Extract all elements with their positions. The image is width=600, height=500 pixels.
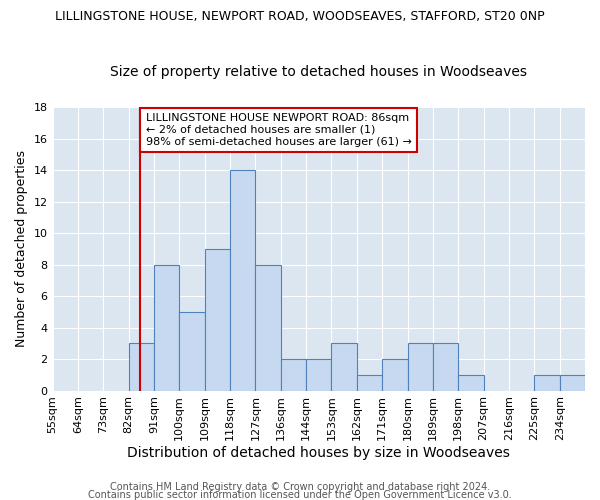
Bar xyxy=(154,264,179,390)
Bar xyxy=(357,375,382,390)
Bar xyxy=(534,375,560,390)
Text: Contains HM Land Registry data © Crown copyright and database right 2024.: Contains HM Land Registry data © Crown c… xyxy=(110,482,490,492)
Bar xyxy=(281,359,306,390)
X-axis label: Distribution of detached houses by size in Woodseaves: Distribution of detached houses by size … xyxy=(127,446,510,460)
Bar xyxy=(407,344,433,390)
Bar xyxy=(306,359,331,390)
Bar xyxy=(331,344,357,390)
Text: Contains public sector information licensed under the Open Government Licence v3: Contains public sector information licen… xyxy=(88,490,512,500)
Text: LILLINGSTONE HOUSE NEWPORT ROAD: 86sqm
← 2% of detached houses are smaller (1)
9: LILLINGSTONE HOUSE NEWPORT ROAD: 86sqm ←… xyxy=(146,114,412,146)
Y-axis label: Number of detached properties: Number of detached properties xyxy=(15,150,28,348)
Bar xyxy=(230,170,256,390)
Bar xyxy=(205,249,230,390)
Bar xyxy=(382,359,407,390)
Bar xyxy=(179,312,205,390)
Bar xyxy=(458,375,484,390)
Text: LILLINGSTONE HOUSE, NEWPORT ROAD, WOODSEAVES, STAFFORD, ST20 0NP: LILLINGSTONE HOUSE, NEWPORT ROAD, WOODSE… xyxy=(55,10,545,23)
Bar xyxy=(128,344,154,390)
Bar xyxy=(560,375,585,390)
Bar xyxy=(256,264,281,390)
Title: Size of property relative to detached houses in Woodseaves: Size of property relative to detached ho… xyxy=(110,66,527,80)
Bar xyxy=(433,344,458,390)
